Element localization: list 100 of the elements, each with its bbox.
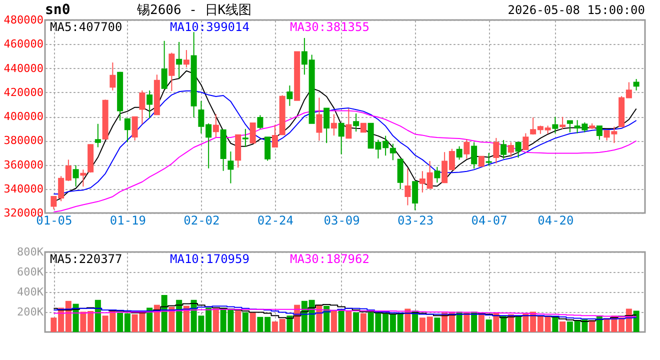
chart-title: 锡2606 - 日K线图 xyxy=(136,3,252,18)
bar xyxy=(94,300,101,332)
candlestick xyxy=(257,114,264,130)
candlestick xyxy=(94,123,101,148)
candlestick xyxy=(346,108,352,139)
candlestick xyxy=(72,164,79,188)
candlestick xyxy=(412,181,418,211)
bar xyxy=(286,316,293,332)
candlestick xyxy=(478,156,484,167)
bar xyxy=(500,316,507,332)
y-tick-label: 420000 xyxy=(4,86,44,99)
candlestick xyxy=(471,142,478,170)
candlestick xyxy=(286,85,293,106)
bar xyxy=(560,322,566,332)
bar xyxy=(212,308,219,332)
bar xyxy=(633,310,640,332)
candlestick xyxy=(515,142,522,158)
text: MA30:187962 xyxy=(290,252,370,266)
bar xyxy=(515,316,522,332)
candlestick xyxy=(390,143,396,161)
candlestick xyxy=(132,116,138,142)
candlestick xyxy=(493,137,500,164)
y-tick-label: 200K xyxy=(17,306,44,318)
candlestick xyxy=(330,114,337,136)
candlestick xyxy=(486,152,492,166)
bar xyxy=(353,312,360,332)
text: MA5:407700 xyxy=(50,20,122,34)
candlestick xyxy=(324,108,330,144)
candlestick xyxy=(522,132,529,150)
x-tick-label: 04-20 xyxy=(538,214,574,228)
x-tick-label: 02-02 xyxy=(184,214,220,228)
y-tick-label: 340000 xyxy=(4,182,44,196)
bar xyxy=(589,320,596,332)
candlestick xyxy=(434,166,440,184)
bar xyxy=(478,314,484,332)
bar xyxy=(346,310,352,332)
candlestick xyxy=(596,126,602,140)
candlestick xyxy=(80,169,86,188)
candlestick xyxy=(353,112,360,132)
candlestick xyxy=(500,140,507,160)
bar xyxy=(168,306,175,332)
text: MA10:170959 xyxy=(170,252,250,266)
candlestick xyxy=(161,40,168,89)
bar xyxy=(456,312,462,332)
bar xyxy=(493,312,500,332)
bar xyxy=(434,318,440,332)
bar xyxy=(242,312,248,332)
y-tick-label: 380000 xyxy=(4,134,44,148)
candlestick xyxy=(176,41,182,79)
candlestick xyxy=(338,122,344,155)
candlestick xyxy=(397,158,404,190)
y-tick-label: 360000 xyxy=(4,158,44,172)
candlestick xyxy=(124,118,130,142)
candlestick xyxy=(633,78,640,91)
x-tick-label: 02-24 xyxy=(257,214,294,228)
bar xyxy=(338,310,344,332)
bar xyxy=(486,320,492,332)
candlestick xyxy=(566,120,573,133)
candlestick xyxy=(264,136,271,162)
candlestick xyxy=(212,114,219,138)
candlestick xyxy=(508,142,514,158)
x-tick-label: 04-07 xyxy=(471,214,508,228)
y-tick-label: 800K xyxy=(17,246,44,258)
bar xyxy=(176,300,182,332)
y-tick-label: 460000 xyxy=(4,38,44,51)
x-tick-label: 03-23 xyxy=(398,214,434,228)
candlestick xyxy=(464,138,470,160)
y-tick-label: 400000 xyxy=(4,110,44,123)
bar xyxy=(360,313,366,332)
bar xyxy=(154,304,160,332)
candlestick xyxy=(110,62,116,91)
text: sn0 xyxy=(45,2,70,18)
text: MA30:381355 xyxy=(290,20,370,34)
text: MA10:399014 xyxy=(170,20,250,34)
text: MA5:220377 xyxy=(50,252,122,266)
bar xyxy=(250,312,256,332)
candlestick xyxy=(552,116,558,134)
bar xyxy=(330,310,337,332)
bar xyxy=(552,316,558,332)
bar xyxy=(235,310,242,332)
candlestick xyxy=(242,128,248,148)
candlestick xyxy=(228,150,234,184)
candlestick xyxy=(139,90,146,125)
candlestick xyxy=(250,122,256,144)
candlestick xyxy=(456,146,462,160)
bar xyxy=(324,306,330,332)
candlestick xyxy=(560,116,566,130)
x-tick-label: 01-19 xyxy=(110,214,146,228)
candlestick xyxy=(316,97,322,142)
y-tick-label: 440000 xyxy=(4,62,44,75)
y-tick-label: 480000 xyxy=(4,14,44,26)
candlestick xyxy=(272,124,278,148)
text: 2026-05-08 15:00:00 xyxy=(508,3,645,17)
candlestick xyxy=(146,90,153,119)
candlestick xyxy=(404,168,411,206)
candlestick xyxy=(183,50,190,68)
y-tick-label: 400K xyxy=(17,286,44,298)
y-tick-label: 600K xyxy=(17,266,44,278)
x-tick-label: 03-09 xyxy=(324,214,360,228)
candlestick xyxy=(168,52,175,92)
